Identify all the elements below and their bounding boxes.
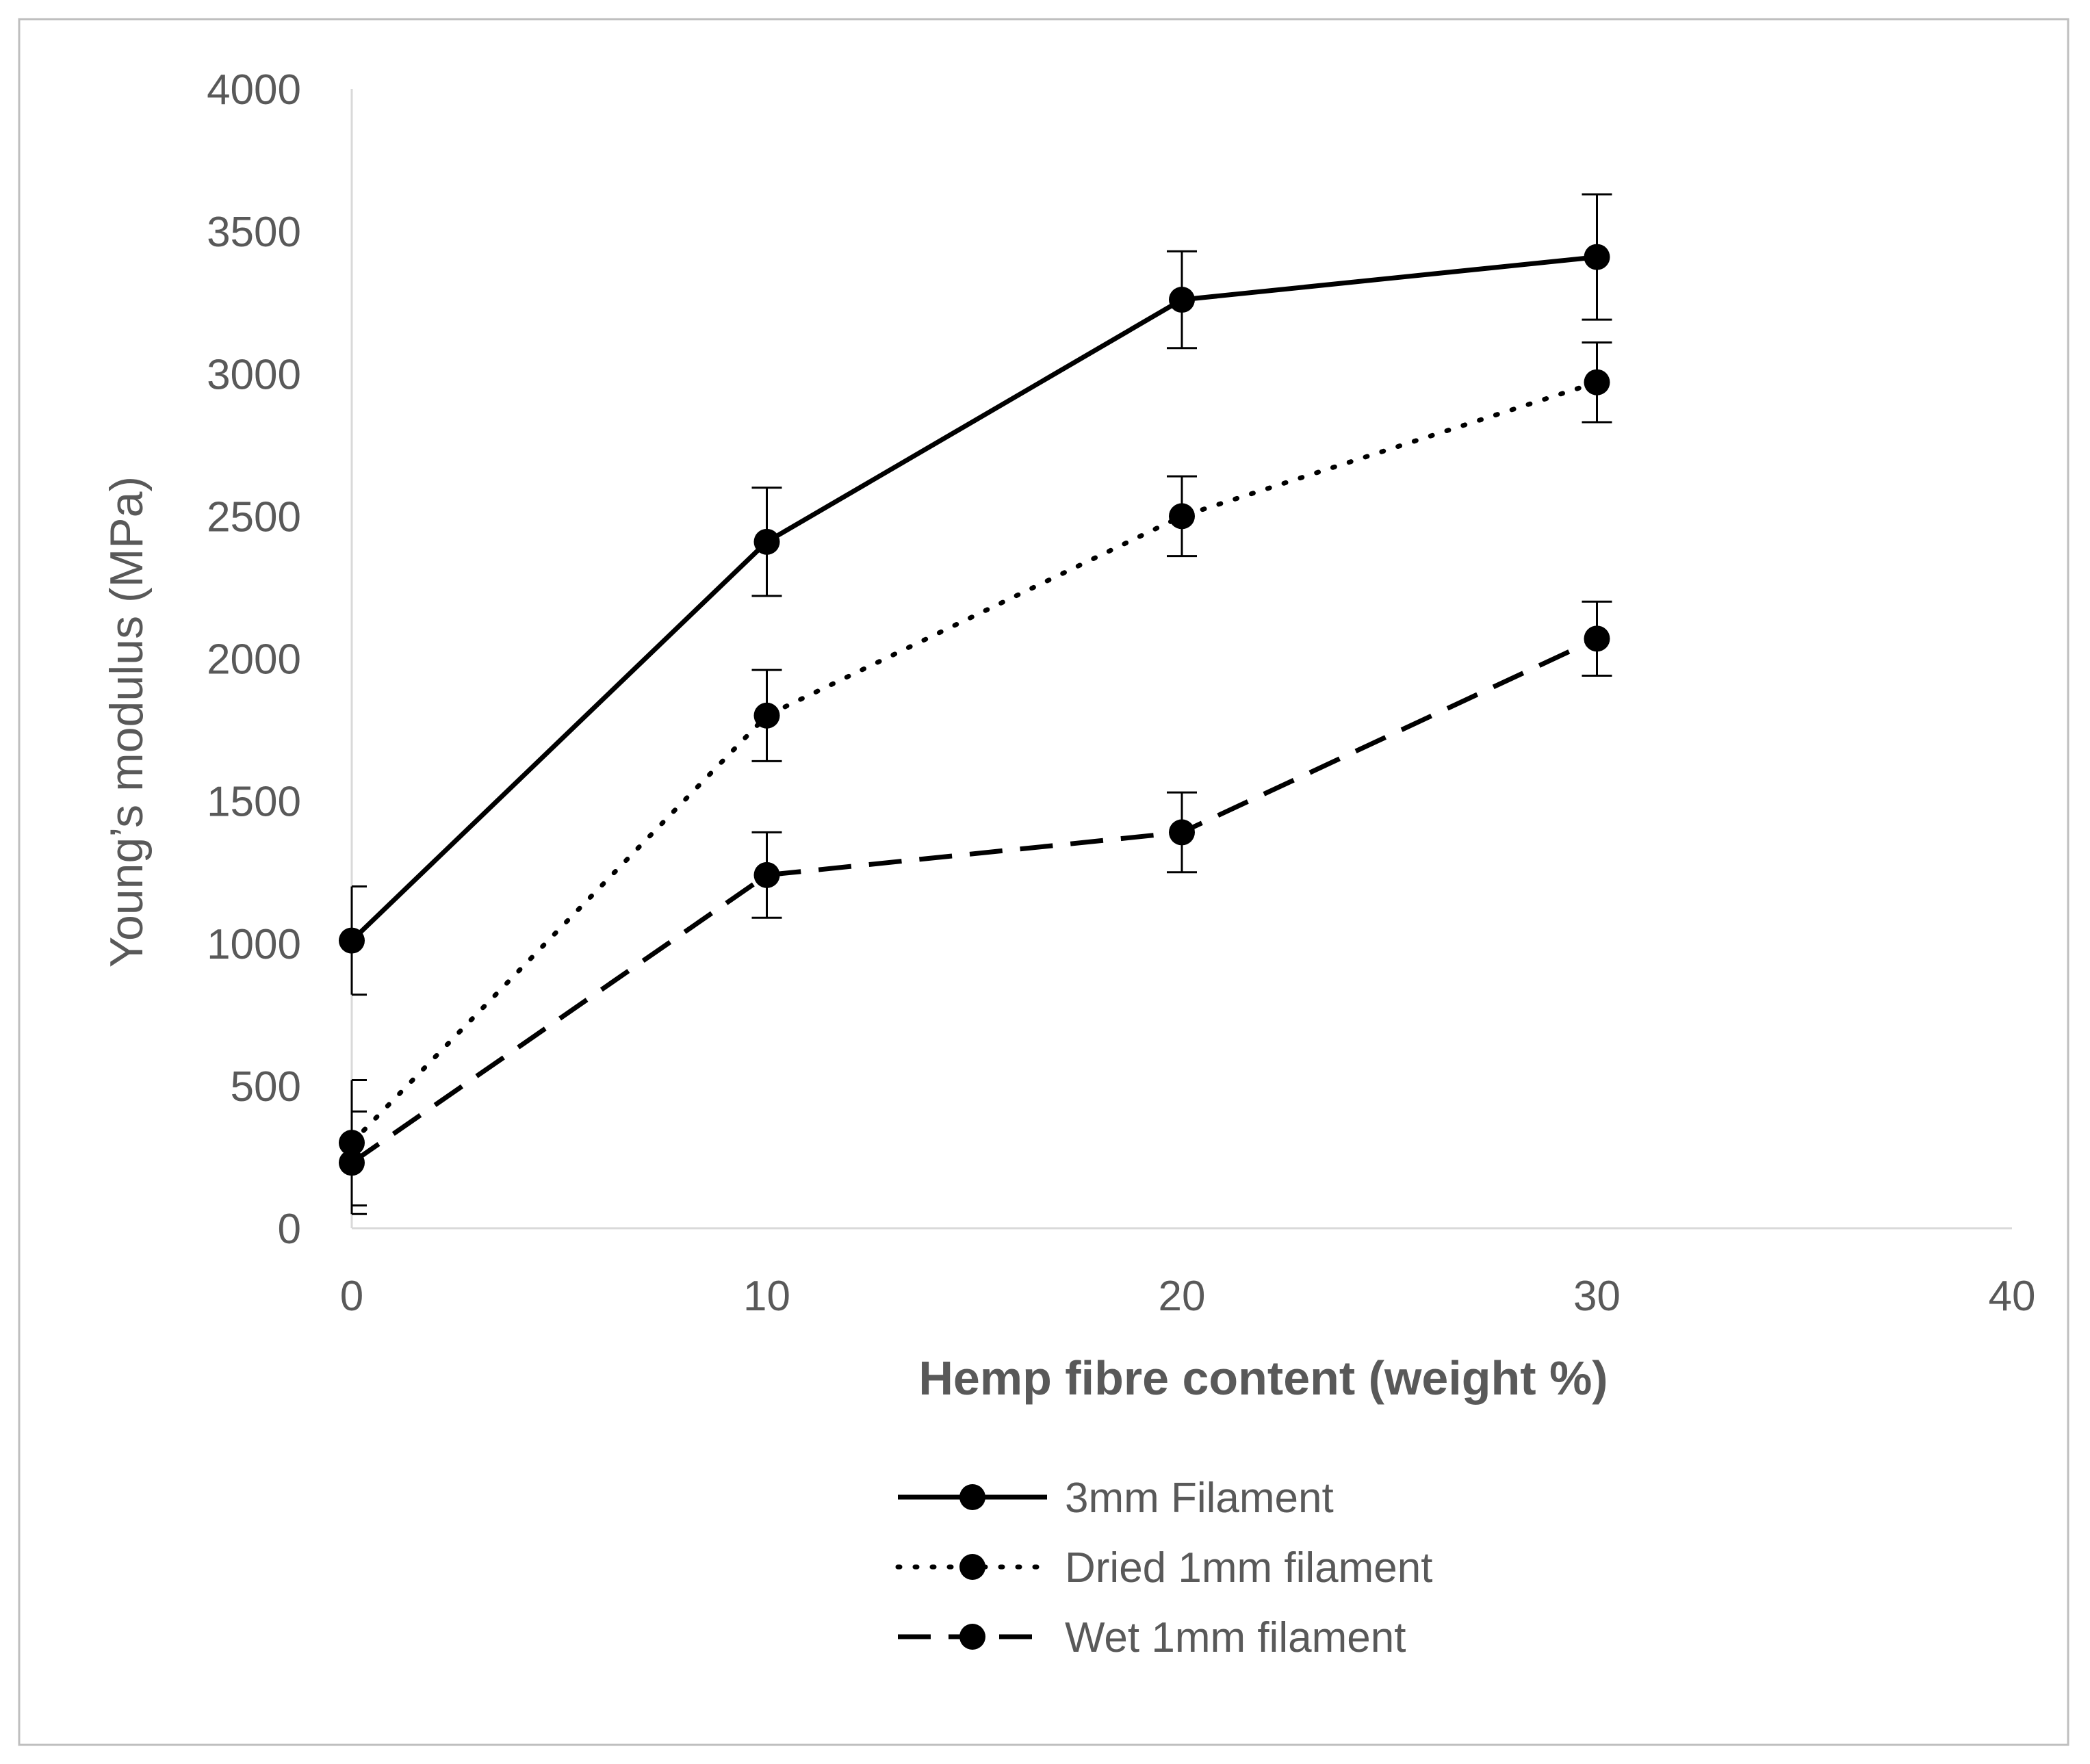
x-tick-label: 30 [1573,1273,1621,1320]
y-tick-label: 4000 [207,66,301,114]
x-axis-title: Hemp fibre content (weight %) [918,1351,1608,1405]
legend-item: 3mm Filament [898,1475,1334,1522]
series-group [339,193,1612,1215]
data-point [1169,819,1195,846]
x-tick-label: 20 [1159,1273,1206,1320]
data-point [753,861,780,888]
data-point [339,927,365,954]
series-line [350,636,1598,1165]
legend: 3mm Filament Dried 1mm filament Wet 1mm fi… [895,1475,1432,1661]
y-axis-title: Young’s modulus (MPa) [101,476,153,968]
legend-label: Wet 1mm filament [1065,1614,1406,1661]
data-point [1584,244,1610,270]
data-point [1169,287,1195,313]
data-point [753,702,780,729]
legend-marker [959,1484,985,1510]
legend-label: 3mm Filament [1065,1475,1334,1522]
y-tick-label: 1500 [207,779,301,826]
legend-item: Dried 1mm filament [895,1544,1432,1592]
legend-marker [959,1554,985,1580]
series-dashed [339,600,1612,1215]
y-tick-label: 0 [278,1206,301,1253]
data-point [1584,625,1610,652]
x-tick-label: 10 [743,1273,790,1320]
legend-item: Wet 1mm filament [898,1614,1406,1661]
y-tick-label: 1000 [207,921,301,968]
x-tick-label: 40 [1989,1273,2036,1320]
y-tick-label: 3000 [207,351,301,398]
data-point [1584,369,1610,395]
x-tick-label: 0 [340,1273,363,1320]
data-point [753,528,780,555]
y-tick-label: 3500 [207,209,301,256]
series-line [350,255,1597,943]
y-tick-label: 2000 [207,636,301,684]
y-tick-label: 500 [231,1063,301,1111]
data-point [1169,503,1195,530]
legend-marker [959,1624,985,1650]
data-point [339,1150,365,1176]
axes: 0 500 1000 1500 2000 2500 3000 3500 4000 0 10 20 30 4… [207,66,2035,1320]
chart-border [18,18,2069,1746]
legend-label: Dried 1mm filament [1065,1544,1432,1592]
series-solid [339,193,1612,996]
y-tick-label: 2500 [207,493,301,541]
